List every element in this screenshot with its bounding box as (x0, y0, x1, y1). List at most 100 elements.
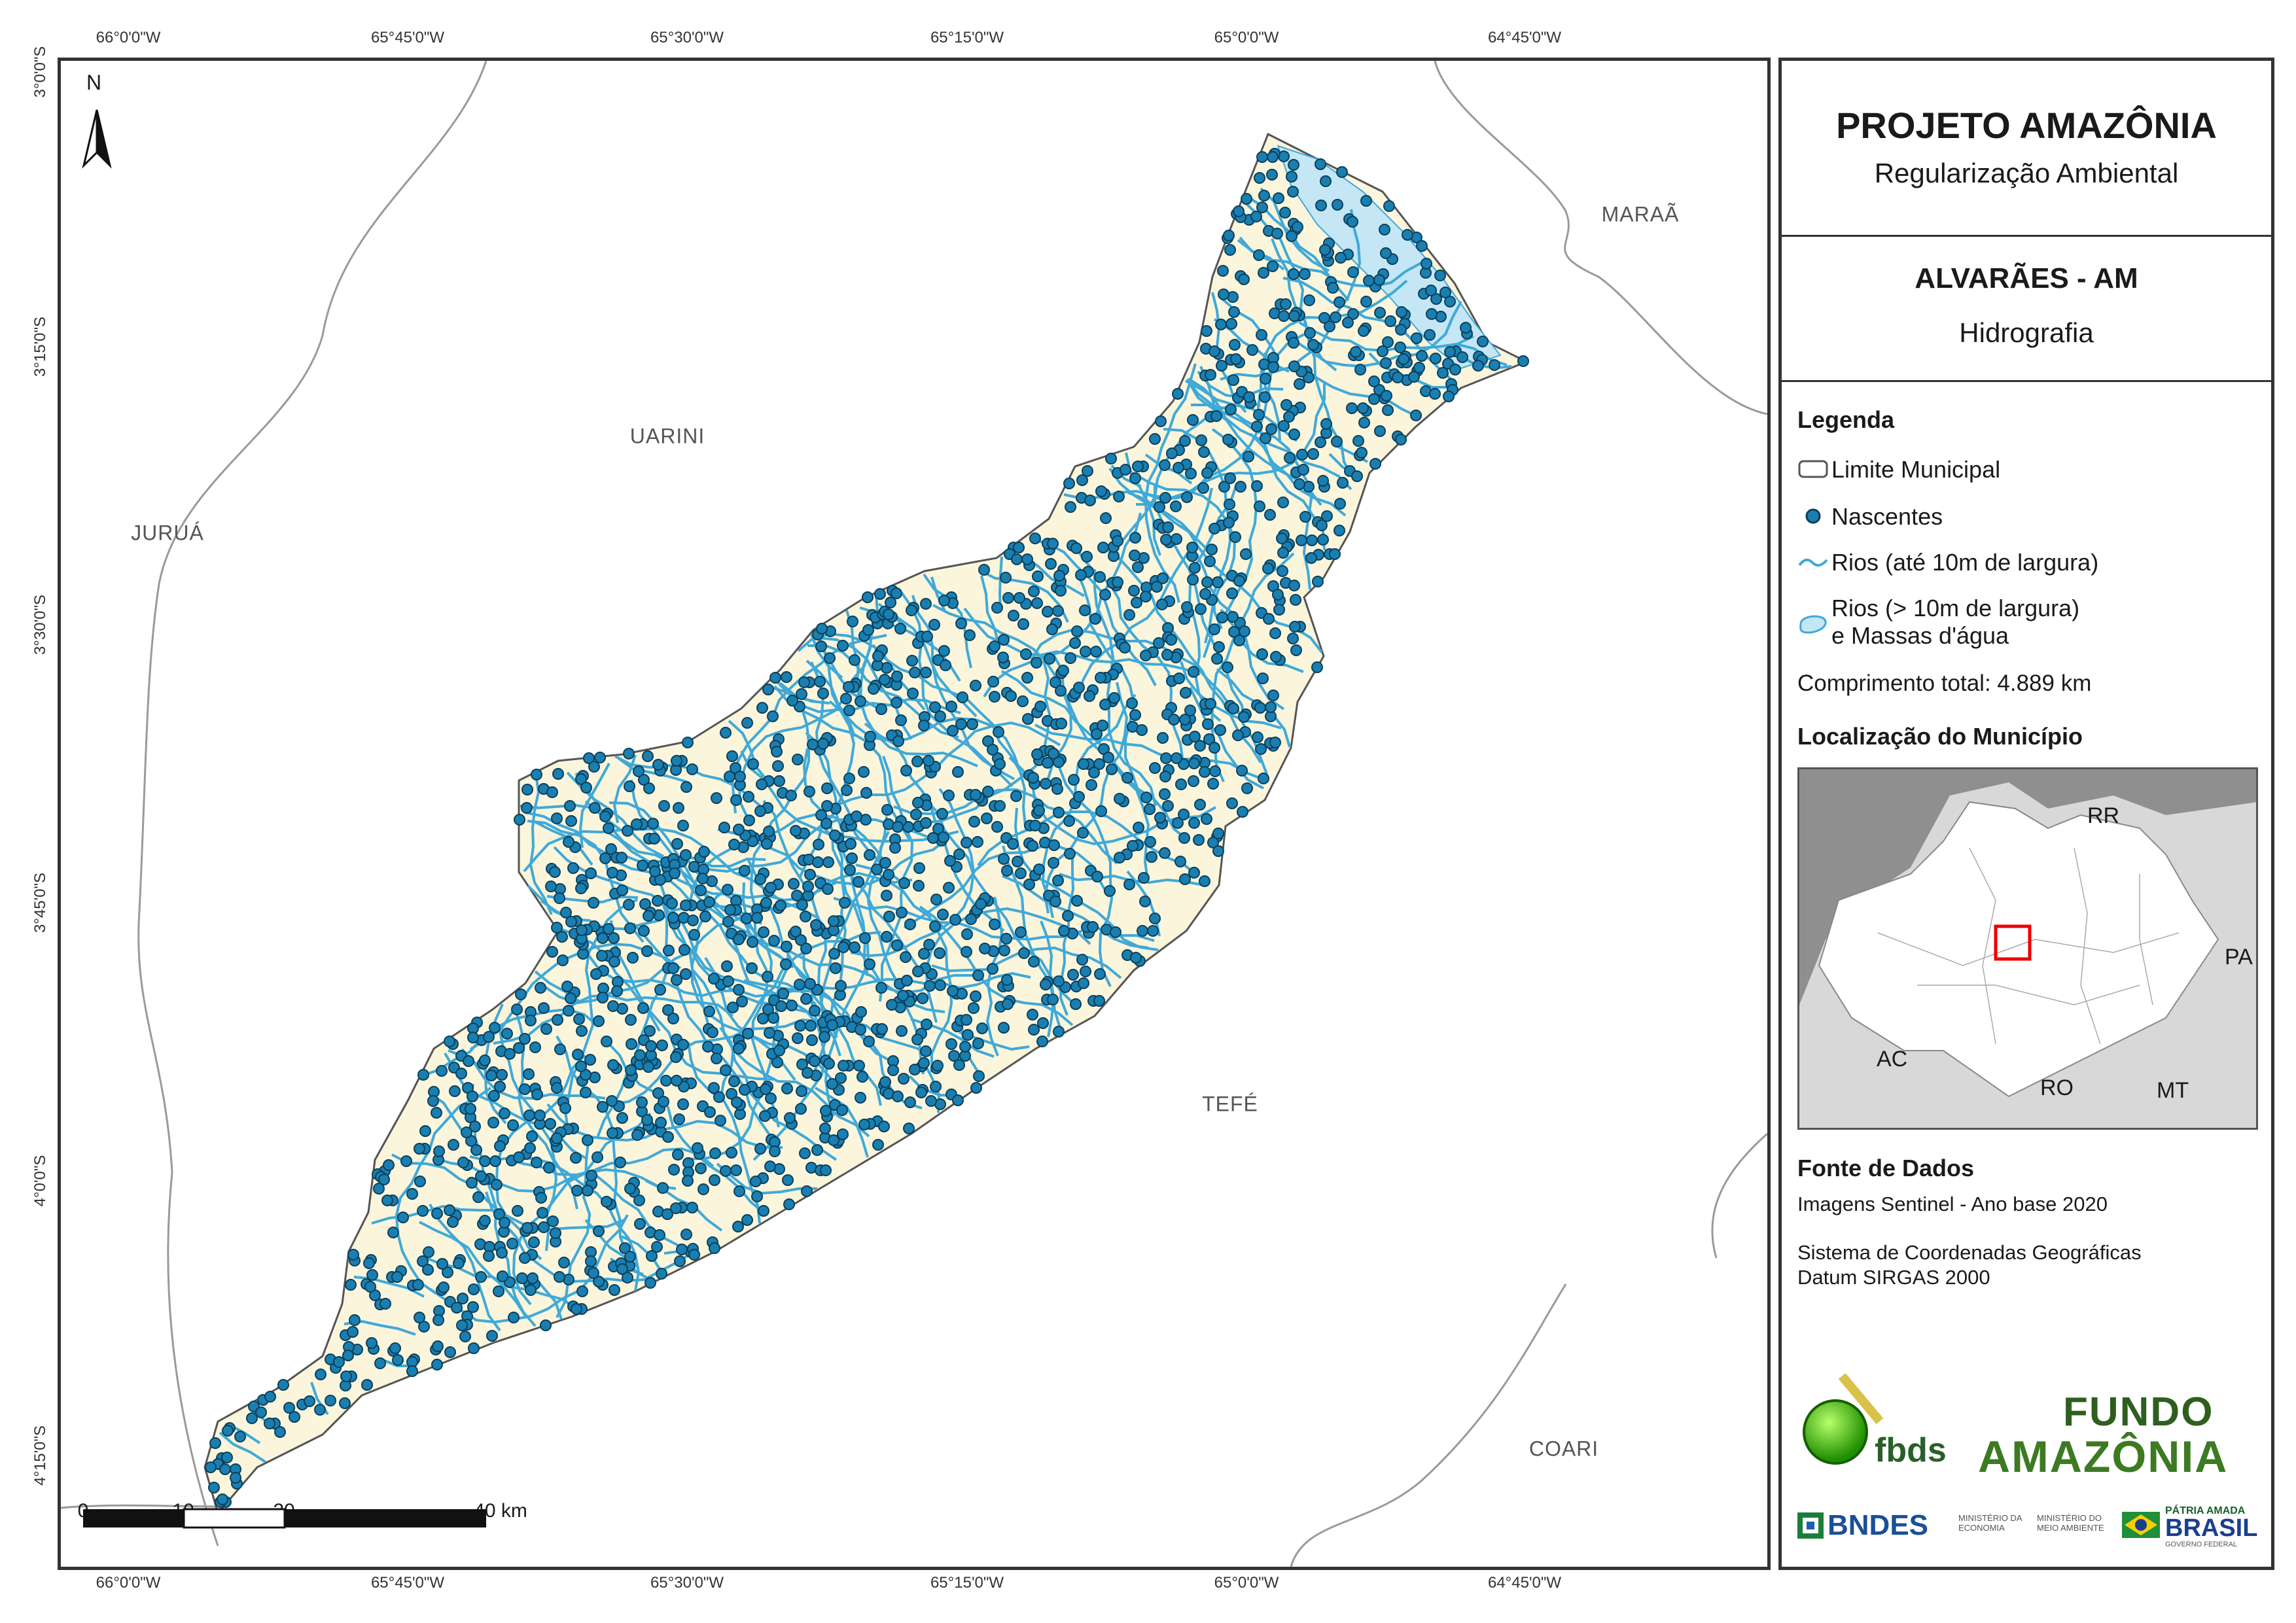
legend-item-rivers: Rios (até 10m de largura) (1797, 549, 2098, 576)
spring-point (1123, 879, 1135, 890)
spring-point (671, 838, 683, 850)
spring-point (728, 839, 740, 850)
spring-point (554, 892, 565, 904)
spring-point (540, 1319, 552, 1331)
spring-point (1316, 519, 1328, 531)
river-segment (662, 903, 832, 1080)
spring-point (222, 1425, 234, 1437)
spring-point (1160, 752, 1172, 764)
spring-point (1068, 774, 1080, 786)
spring-point (468, 1342, 480, 1354)
spring-point (645, 1277, 656, 1289)
spring-point (904, 918, 916, 930)
map-canvas (61, 61, 1767, 1567)
spring-point (1187, 574, 1199, 585)
spring-point (921, 1019, 932, 1030)
legend-label-water-line2: e Massas d'água (1831, 622, 2009, 649)
spring-point (304, 1395, 315, 1407)
spring-point (1205, 698, 1216, 710)
spring-point (680, 1229, 692, 1240)
spring-point (1253, 249, 1265, 261)
spring-point (1008, 610, 1019, 621)
spring-point (945, 1038, 957, 1050)
spring-point (892, 821, 904, 833)
label-tefe: TEFÉ (1202, 1092, 1258, 1116)
spring-point (1087, 921, 1099, 933)
spring-point (1007, 838, 1019, 850)
spring-point (667, 912, 679, 924)
spring-point (487, 1117, 499, 1128)
spring-point (1173, 672, 1185, 684)
spring-point (1287, 186, 1299, 198)
spring-point (648, 833, 660, 845)
governo-federal-logo: PÁTRIA AMADA BRASIL GOVERNO FEDERAL (2122, 1504, 2259, 1548)
spring-point (1477, 336, 1489, 347)
spring-point (554, 1043, 566, 1055)
spring-point (707, 1026, 718, 1038)
spring-point (657, 1182, 669, 1194)
spring-point (1311, 661, 1323, 673)
spring-point (968, 816, 980, 828)
spring-point (698, 846, 710, 858)
spring-point (475, 1170, 487, 1182)
spring-point (1017, 618, 1029, 630)
spring-point (809, 1055, 821, 1067)
spring-point (1216, 360, 1227, 372)
spring-point (381, 1195, 393, 1206)
spring-point (896, 1025, 908, 1037)
spring-point (826, 1078, 838, 1090)
spring-point (1267, 361, 1279, 373)
spring-point (616, 852, 627, 864)
spring-point (762, 971, 773, 983)
label-coari: COARI (1528, 1437, 1599, 1461)
spring-point (864, 731, 876, 742)
spring-point (1104, 885, 1116, 897)
spring-point (708, 1082, 720, 1094)
spring-point (1209, 742, 1220, 754)
spring-point (616, 1263, 628, 1275)
spring-point (1147, 925, 1159, 937)
brasil-text: BRASIL (2165, 1514, 2258, 1542)
spring-point (1288, 310, 1300, 322)
spring-point (855, 695, 866, 707)
spring-point (523, 1109, 535, 1121)
spring-point (397, 1212, 409, 1223)
spring-point (897, 990, 909, 1002)
river-segment (419, 1221, 527, 1318)
spring-point (1229, 531, 1241, 543)
river-segment (1034, 724, 1263, 780)
spring-point (1272, 589, 1284, 601)
spring-point (315, 1369, 327, 1380)
spring-point (874, 588, 886, 600)
spring-point (917, 992, 928, 1004)
spring-point (1226, 587, 1238, 599)
spring-point (1138, 872, 1150, 884)
spring-point (1187, 414, 1199, 426)
inset-label-mt: MT (2157, 1078, 2189, 1103)
spring-point (1489, 359, 1500, 371)
spring-point (427, 1095, 439, 1107)
spring-point (571, 1185, 583, 1196)
bndes-logo-icon (1797, 1512, 1824, 1539)
spring-point (1280, 399, 1292, 411)
spring-point (513, 1042, 525, 1054)
spring-point (1048, 857, 1059, 869)
spring-point (1238, 711, 1250, 723)
spring-point (828, 1134, 839, 1146)
spring-point (1114, 852, 1125, 864)
spring-point (812, 856, 824, 868)
spring-point (1153, 637, 1165, 649)
spring-point (1279, 207, 1291, 218)
spring-point (817, 738, 829, 750)
spring-point (1201, 467, 1213, 479)
river-segment (872, 644, 1027, 826)
spring-point (761, 838, 773, 850)
spring-point (1269, 627, 1281, 639)
spring-point (947, 985, 959, 997)
spring-point (765, 882, 777, 894)
spring-point (998, 853, 1010, 865)
spring-point (1209, 523, 1220, 534)
spring-point (1227, 611, 1239, 623)
spring-point (489, 1155, 501, 1167)
spring-point (987, 963, 998, 975)
